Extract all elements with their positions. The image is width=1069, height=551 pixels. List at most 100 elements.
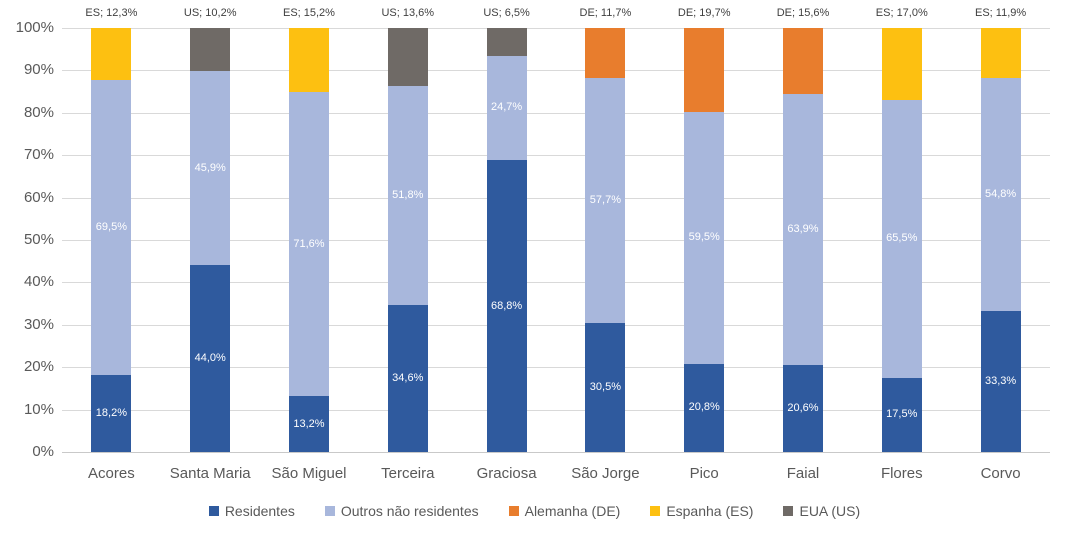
gridline: [62, 70, 1050, 72]
legend-item: EUA (US): [783, 503, 860, 519]
bar-segment-outros-nao-residentes: 69,5%: [91, 80, 132, 375]
bar-segment-residentes: 20,8%: [684, 363, 725, 452]
bar-segment-residentes: 68,8%: [486, 160, 527, 452]
bar-column: 20,6% 63,9% DE; 15,6%: [754, 7, 853, 452]
segment-value-label: 20,8%: [688, 401, 720, 414]
x-tick-label: São Jorge: [571, 465, 640, 482]
gridline: [62, 240, 1050, 241]
x-axis: Acores Santa Maria São Miguel Terceira Graci…: [62, 464, 1050, 484]
x-tick-label: Terceira: [381, 465, 435, 482]
bar-segment-outros-nao-residentes: 45,9%: [190, 70, 231, 266]
bar: 20,6% 63,9% DE; 15,6%: [777, 7, 829, 452]
bar: 44,0% 45,9% US; 10,2%: [184, 7, 236, 452]
top-segment-label: ES; 12,3%: [85, 7, 138, 19]
legend: Residentes Outros não residentes Alemanha …: [0, 503, 1069, 519]
legend-item: Outros não residentes: [324, 503, 479, 519]
bar-segment-residentes: 20,6%: [782, 364, 823, 452]
bar-segment-outros-nao-residentes: 51,8%: [387, 85, 428, 306]
y-tick-label: 80%: [23, 103, 54, 121]
legend-label: Residentes: [224, 503, 295, 519]
segment-value-label: 17,5%: [886, 408, 918, 421]
bar-segment-outros-nao-residentes: 24,7%: [486, 55, 527, 161]
segment-value-label: 34,6%: [392, 372, 424, 385]
segment-value-label: 68,8%: [490, 299, 523, 312]
gridline: [62, 452, 1050, 453]
segment-value-label: 30,5%: [589, 380, 621, 393]
segment-value-label: 57,7%: [589, 193, 621, 206]
y-tick-label: 90%: [23, 61, 54, 79]
segment-value-label: 54,8%: [984, 188, 1017, 201]
legend-item: Residentes: [208, 503, 295, 519]
gridline: [62, 112, 1050, 114]
segment-value-label: 20,6%: [787, 401, 819, 414]
top-segment-label: US; 13,6%: [381, 7, 435, 19]
bar-segment-residentes: 17,5%: [881, 377, 922, 452]
x-tick-label: Corvo: [980, 465, 1021, 482]
plot-area: 18,2% 69,5% ES; 12,3% 44,0% 45,9% US; 10,2% 13…: [62, 7, 1050, 453]
bar-segment-es: [288, 28, 329, 93]
bar-segment-outros-nao-residentes: 59,5%: [684, 111, 725, 364]
legend-label: Alemanha (DE): [524, 503, 621, 519]
top-segment-label: ES; 11,9%: [974, 7, 1027, 19]
bar: 13,2% 71,6% ES; 15,2%: [283, 7, 335, 452]
x-tick-label: Faial: [786, 465, 820, 482]
gridline: [62, 409, 1050, 411]
segment-value-label: 71,6%: [293, 237, 325, 250]
y-tick-label: 20%: [23, 358, 54, 376]
bar-segment-residentes: 44,0%: [190, 265, 231, 452]
x-tick-label: Pico: [689, 465, 719, 482]
bar-segment-outros-nao-residentes: 71,6%: [288, 92, 329, 397]
segment-value-label: 24,7%: [490, 101, 523, 114]
segment-value-label: 45,9%: [194, 161, 226, 174]
gridline: [62, 367, 1050, 369]
top-segment-label: DE; 19,7%: [677, 7, 731, 19]
bar-segment-de: [684, 28, 725, 112]
gridline: [62, 197, 1050, 199]
legend-item: Espanha (ES): [650, 503, 753, 519]
bar: 34,6% 51,8% US; 13,6%: [381, 7, 434, 452]
bar-column: 18,2% 69,5% ES; 12,3%: [62, 7, 161, 452]
bar-segment-es: [980, 28, 1021, 79]
top-segment-label: DE; 11,7%: [579, 7, 632, 19]
bar-segment-outros-nao-residentes: 63,9%: [782, 93, 823, 365]
bar-segment-de: [585, 28, 626, 79]
x-tick-label: Santa Maria: [169, 465, 251, 482]
segment-value-label: 69,5%: [95, 221, 127, 233]
bar-segment-outros-nao-residentes: 65,5%: [881, 100, 922, 378]
segment-value-label: 63,9%: [787, 222, 819, 235]
y-tick-label: 40%: [23, 273, 54, 291]
gridline: [62, 282, 1050, 284]
top-segment-label: DE; 15,6%: [776, 7, 830, 19]
y-tick-label: 70%: [23, 146, 54, 164]
legend-swatch: [208, 506, 219, 516]
y-tick-label: 60%: [23, 188, 54, 206]
y-tick-label: 100%: [15, 19, 54, 36]
bar-column: 17,5% 65,5% ES; 17,0%: [852, 7, 951, 452]
bar-segment-residentes: 30,5%: [585, 322, 626, 452]
bar-column: 33,3% 54,8% ES; 11,9%: [951, 7, 1050, 452]
y-tick-label: 50%: [23, 231, 54, 248]
bar: 33,3% 54,8% ES; 11,9%: [975, 7, 1026, 452]
gridline: [62, 324, 1050, 326]
segment-value-label: 51,8%: [392, 188, 424, 201]
bar-segment-us: [190, 28, 231, 71]
legend-swatch: [324, 506, 335, 516]
gridline: [62, 28, 1050, 29]
bar: 20,8% 59,5% DE; 19,7%: [678, 7, 730, 452]
legend-label: Outros não residentes: [340, 503, 479, 519]
segment-value-label: 59,5%: [688, 231, 720, 244]
bar-segment-residentes: 13,2%: [288, 396, 329, 452]
bar-segment-outros-nao-residentes: 54,8%: [980, 78, 1021, 311]
top-segment-label: ES; 15,2%: [282, 7, 335, 19]
segment-value-label: 33,3%: [984, 374, 1017, 387]
legend-swatch: [508, 506, 519, 516]
bar-segment-us: [387, 28, 428, 86]
bar-column: 44,0% 45,9% US; 10,2%: [161, 7, 260, 452]
bar: 68,8% 24,7% US; 6,5%: [483, 7, 530, 452]
bar-segment-outros-nao-residentes: 57,7%: [585, 78, 626, 323]
legend-label: EUA (US): [799, 503, 861, 519]
bar-column: 20,8% 59,5% DE; 19,7%: [655, 7, 754, 452]
legend-item: Alemanha (DE): [508, 503, 621, 519]
bar-column: 68,8% 24,7% US; 6,5%: [457, 7, 556, 452]
